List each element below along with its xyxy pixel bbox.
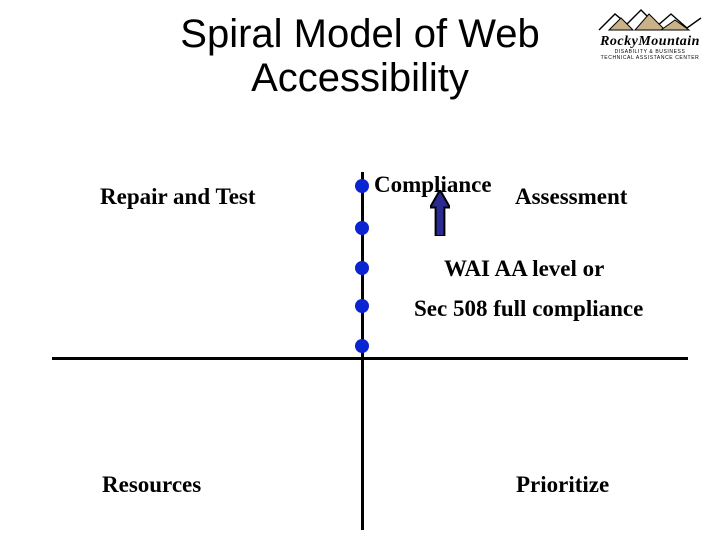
spiral-dot <box>355 179 369 193</box>
diagram-stage: Spiral Model of WebAccessibility RockyMo… <box>0 0 720 540</box>
mountain-icon <box>595 8 705 34</box>
label-compliance: Compliance <box>374 172 492 198</box>
spiral-dot <box>355 221 369 235</box>
spiral-dot <box>355 261 369 275</box>
quadrant-assessment: Assessment <box>515 184 627 210</box>
label-sec508: Sec 508 full compliance <box>414 296 643 322</box>
axis-horizontal <box>52 357 688 360</box>
quadrant-prioritize: Prioritize <box>516 472 609 498</box>
logo: RockyMountainDISABILITY & BUSINESSTECHNI… <box>590 8 710 61</box>
logo-sub-text: DISABILITY & BUSINESSTECHNICAL ASSISTANC… <box>590 50 710 61</box>
spiral-dot <box>355 299 369 313</box>
logo-main-text: RockyMountain <box>590 34 710 50</box>
quadrant-resources: Resources <box>102 472 201 498</box>
spiral-dot <box>355 339 369 353</box>
quadrant-repair-and-test: Repair and Test <box>100 184 256 210</box>
title-line2: Accessibility <box>251 56 469 100</box>
title-line1: Spiral Model of Web <box>180 12 539 56</box>
label-wai-aa: WAI AA level or <box>444 256 604 282</box>
